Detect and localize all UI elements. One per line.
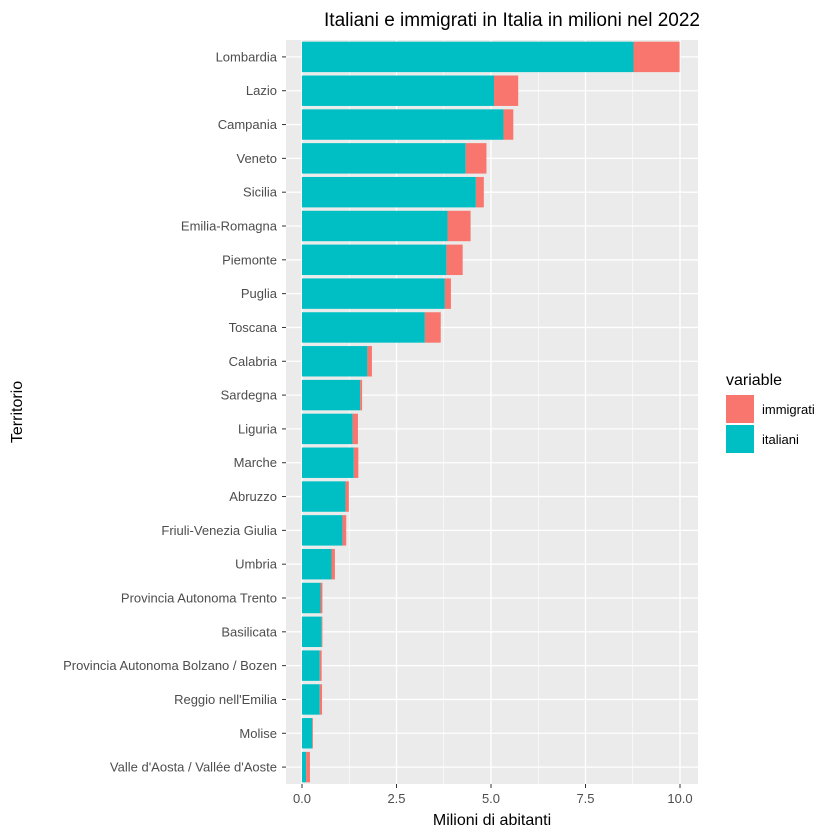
y-tick-label: Calabria xyxy=(229,354,278,369)
y-tick-label: Liguria xyxy=(238,421,278,436)
bar-italiani xyxy=(302,75,495,106)
bar-italiani xyxy=(302,346,368,377)
bar-italiani xyxy=(302,278,445,309)
y-tick-label: Friuli-Venezia Giulia xyxy=(161,523,277,538)
bar-immigrati xyxy=(345,481,349,512)
bar-italiani xyxy=(302,109,504,140)
y-tick-label: Basilicata xyxy=(221,624,277,639)
y-axis-ticks: Lombardia Lazio Campania Veneto Sicilia Emili… xyxy=(63,49,286,775)
bar-immigrati xyxy=(331,548,335,580)
y-tick-label: Reggio nell'Emilia xyxy=(174,692,278,707)
bar-immigrati xyxy=(312,718,313,749)
y-tick-label: Provincia Autonoma Bolzano / Bozen xyxy=(63,658,277,673)
y-tick-label: Provincia Autonoma Trento xyxy=(121,591,277,606)
x-tick-label: 2.5 xyxy=(387,791,405,806)
bar-italiani xyxy=(302,41,634,73)
legend-label-immigrati: immigrati xyxy=(762,402,815,417)
bar-immigrati xyxy=(444,278,451,309)
y-tick-label: Emilia-Romagna xyxy=(181,219,278,234)
bar-immigrati xyxy=(494,75,519,106)
bar-italiani xyxy=(302,515,343,546)
bar-italiani xyxy=(302,447,354,478)
bar-immigrati xyxy=(503,109,514,140)
bar-italiani xyxy=(302,481,346,512)
y-tick-label: Puglia xyxy=(241,286,278,301)
y-tick-label: Umbria xyxy=(235,557,278,572)
bar-italiani xyxy=(302,413,353,445)
bar-italiani xyxy=(302,176,476,208)
y-tick-label: Marche xyxy=(234,455,277,470)
y-tick-label: Lazio xyxy=(246,83,277,98)
y-tick-label: Campania xyxy=(218,117,278,132)
bar-immigrati xyxy=(353,447,359,478)
bar-immigrati xyxy=(475,176,484,208)
bar-italiani xyxy=(302,548,332,580)
bar-italiani xyxy=(302,718,313,749)
legend-label-italiani: italiani xyxy=(762,432,799,447)
bar-italiani xyxy=(302,244,447,276)
y-tick-label: Sardegna xyxy=(221,388,278,403)
y-tick-label: Piemonte xyxy=(222,252,277,267)
bar-italiani xyxy=(302,379,361,411)
bar-italiani xyxy=(302,650,320,681)
bar-italiani xyxy=(302,751,307,783)
bar-immigrati xyxy=(319,684,323,715)
y-tick-label: Valle d'Aosta / Vallée d'Aoste xyxy=(110,760,277,775)
bar-immigrati xyxy=(465,143,487,174)
bar-immigrati xyxy=(447,210,471,242)
bars xyxy=(302,41,680,783)
bar-italiani xyxy=(302,312,425,343)
y-tick-label: Abruzzo xyxy=(229,489,277,504)
bar-immigrati xyxy=(633,41,680,73)
legend: variable immigrati italiani xyxy=(726,372,815,453)
y-tick-label: Sicilia xyxy=(243,185,278,200)
x-tick-label: 0.0 xyxy=(293,791,311,806)
bar-immigrati xyxy=(360,379,363,411)
chart-title: Italiani e immigrati in Italia in milion… xyxy=(324,10,700,31)
y-tick-label: Toscana xyxy=(229,320,278,335)
bar-immigrati xyxy=(321,616,323,648)
bar-immigrati xyxy=(342,515,347,546)
x-axis-ticks: 0.0 2.5 5.0 7.5 10.0 xyxy=(293,784,693,806)
legend-swatch-italiani xyxy=(726,425,754,453)
bar-immigrati xyxy=(319,650,322,681)
x-tick-label: 5.0 xyxy=(482,791,500,806)
bar-immigrati xyxy=(306,751,310,783)
bar-italiani xyxy=(302,684,320,715)
bar-italiani xyxy=(302,210,448,242)
legend-title: variable xyxy=(726,372,782,389)
bar-immigrati xyxy=(446,244,463,276)
bar-immigrati xyxy=(352,413,358,445)
x-tick-label: 7.5 xyxy=(576,791,594,806)
bar-immigrati xyxy=(367,346,372,377)
bar-italiani xyxy=(302,616,322,648)
y-tick-label: Lombardia xyxy=(216,49,278,64)
x-axis-title: Milioni di abitanti xyxy=(433,812,551,829)
y-tick-label: Molise xyxy=(239,726,277,741)
legend-swatch-immigrati xyxy=(726,395,754,423)
x-tick-label: 10.0 xyxy=(667,791,692,806)
bar-immigrati xyxy=(320,582,323,614)
bar-immigrati xyxy=(424,312,441,343)
y-tick-label: Veneto xyxy=(237,151,278,166)
y-axis-title: Territorio xyxy=(9,381,26,443)
bar-italiani xyxy=(302,143,466,174)
bar-italiani xyxy=(302,582,321,614)
